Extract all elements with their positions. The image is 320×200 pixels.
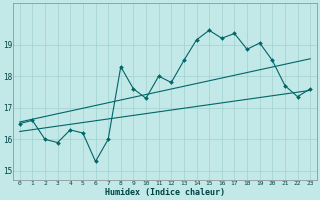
X-axis label: Humidex (Indice chaleur): Humidex (Indice chaleur) xyxy=(105,188,225,197)
